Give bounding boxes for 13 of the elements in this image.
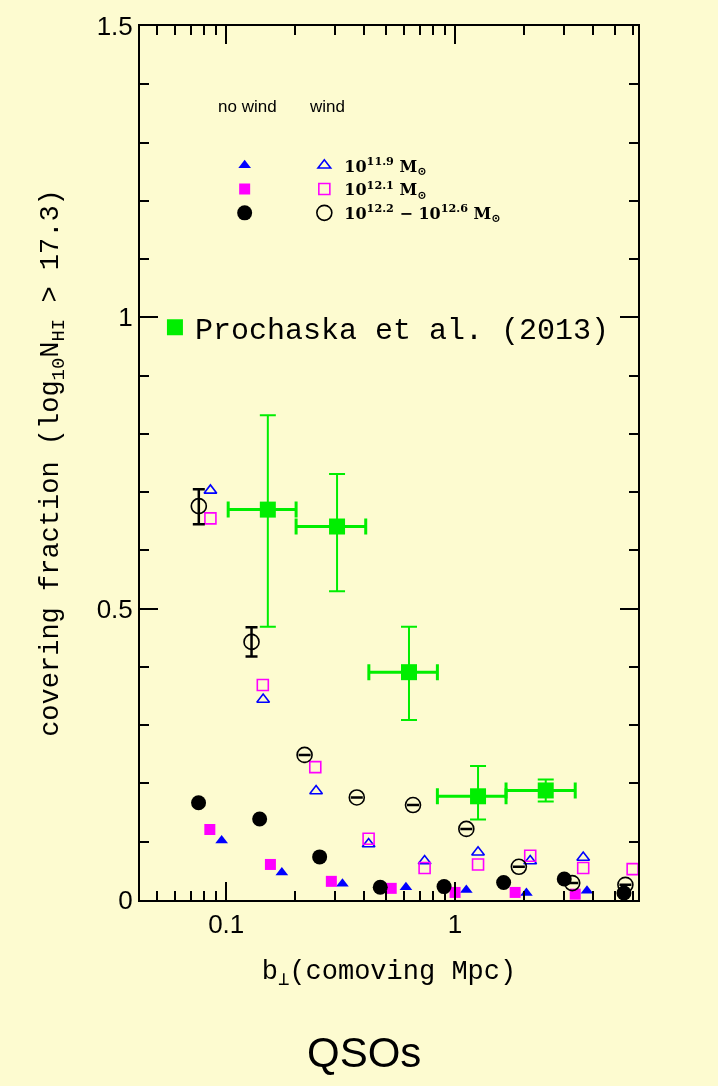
annotation: wind xyxy=(309,97,345,116)
x-axis-title: b$_{⊥}$(comoving Mpc) xyxy=(261,957,517,991)
y-tick-label: 1.5 xyxy=(96,11,133,42)
y-tick-label: 0.5 xyxy=(96,593,133,624)
y-tick-label: 1 xyxy=(118,302,133,333)
y-tick-label: 0 xyxy=(118,885,133,916)
legend-label: 10$^{12.2}$ − 10$^{12.6}$ M$_{⊙}$ xyxy=(344,201,501,226)
annotation: no wind xyxy=(218,97,277,116)
x-tick-label: 0.1 xyxy=(208,909,245,940)
legend-label: 10$^{11.9}$ M$_{⊙}$ xyxy=(344,153,427,178)
text: QSOs xyxy=(307,1029,422,1076)
legend-label: Prochaska et al. (2013) xyxy=(194,314,610,349)
legend-label: 10$^{12.1}$ M$_{⊙}$ xyxy=(344,177,427,202)
